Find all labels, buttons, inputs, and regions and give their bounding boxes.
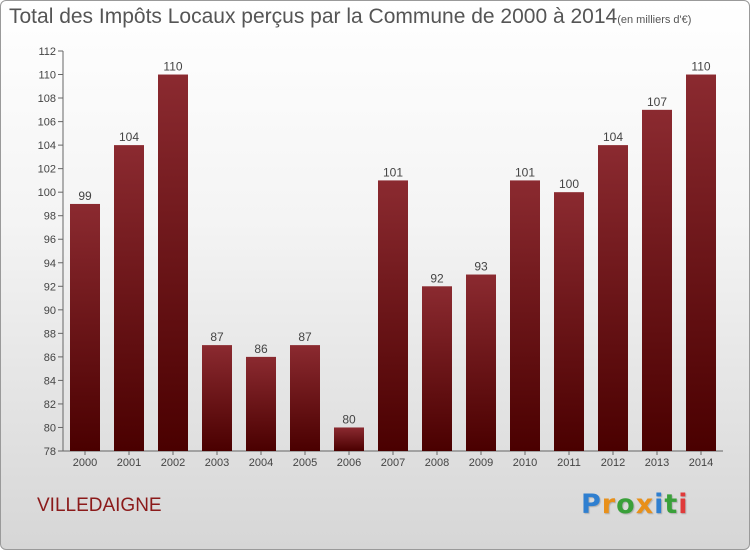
- x-tick-label: 2006: [337, 457, 361, 469]
- y-tick-label: 92: [44, 281, 56, 293]
- y-tick-label: 84: [44, 375, 56, 387]
- x-tick-label: 2003: [205, 457, 229, 469]
- y-tick-label: 98: [44, 211, 56, 223]
- x-tick-label: 2008: [425, 457, 449, 469]
- x-tick-label: 2007: [381, 457, 405, 469]
- y-tick-label: 96: [44, 234, 56, 246]
- x-tick-label: 2001: [117, 457, 141, 469]
- x-tick-label: 2002: [161, 457, 185, 469]
- bar: [422, 286, 452, 451]
- bar: [554, 192, 584, 452]
- bar-value-label: 100: [559, 177, 579, 191]
- logo-letter: r: [601, 489, 617, 520]
- x-tick-label: 2012: [601, 457, 625, 469]
- bar: [686, 74, 716, 451]
- chart-title: Total des Impôts Locaux perçus par la Co…: [9, 5, 618, 28]
- y-tick-label: 110: [38, 70, 56, 82]
- bar: [598, 145, 628, 451]
- y-tick-label: 102: [38, 164, 56, 176]
- y-tick-label: 108: [38, 93, 56, 105]
- bar: [246, 356, 276, 451]
- x-tick-label: 2014: [689, 457, 713, 469]
- x-tick-label: 2009: [469, 457, 493, 469]
- x-tick-label: 2005: [293, 457, 317, 469]
- y-tick-label: 80: [44, 422, 56, 434]
- bar-value-label: 104: [603, 130, 623, 144]
- y-tick-label: 82: [44, 399, 56, 411]
- bar: [466, 274, 496, 451]
- bar-value-label: 99: [78, 189, 92, 203]
- labels: 99 2000 104 2001 110 2002 87 2003 86 2004 87 2005 80…: [73, 60, 713, 469]
- bar-value-label: 107: [647, 95, 667, 109]
- x-tick-label: 2010: [513, 457, 537, 469]
- bar: [510, 180, 540, 452]
- bar-value-label: 92: [430, 271, 444, 285]
- logo-letter: o: [616, 489, 636, 520]
- commune-name: VILLEDAIGNE: [37, 495, 162, 516]
- proxiti-logo: Proxiti: [581, 489, 689, 520]
- chart-unit: (en milliers d'€): [617, 14, 692, 26]
- y-tick-label: 106: [38, 117, 56, 129]
- y-tick-label: 112: [38, 46, 56, 58]
- x-tick-label: 2000: [73, 457, 97, 469]
- bar: [290, 345, 320, 451]
- y-tick-label: 104: [38, 140, 56, 152]
- bar-value-label: 93: [474, 260, 488, 274]
- y-tick-label: 100: [38, 187, 56, 199]
- bar: [334, 427, 364, 451]
- bar: [642, 109, 672, 451]
- x-tick-label: 2013: [645, 457, 669, 469]
- bar-value-label: 86: [254, 342, 268, 356]
- bar: [202, 345, 232, 451]
- bar: [70, 203, 100, 451]
- logo-letter: i: [654, 489, 665, 520]
- logo-letter: x: [635, 489, 655, 520]
- bar: [114, 145, 144, 451]
- bar-value-label: 104: [119, 130, 139, 144]
- bars: [70, 74, 716, 452]
- x-tick-label: 2004: [249, 457, 273, 469]
- y-tick-label: 90: [44, 305, 56, 317]
- bar-value-label: 101: [515, 165, 535, 179]
- logo-letter: t: [664, 489, 679, 520]
- y-tick-label: 78: [44, 446, 56, 458]
- bar-value-label: 87: [210, 330, 224, 344]
- y-tick-label: 86: [44, 352, 56, 364]
- chart-title-block: Total des Impôts Locaux perçus par la Co…: [9, 5, 691, 29]
- bar: [378, 180, 408, 452]
- logo-letter: P: [581, 489, 602, 520]
- bar: [158, 74, 188, 451]
- x-tick-label: 2011: [557, 457, 581, 469]
- bar-value-label: 87: [298, 330, 312, 344]
- bar-value-label: 80: [342, 412, 356, 426]
- bar-value-label: 110: [691, 60, 710, 74]
- y-tick-label: 88: [44, 328, 56, 340]
- y-tick-label: 94: [44, 258, 56, 270]
- logo-letter: i: [678, 489, 689, 520]
- bar-value-label: 101: [383, 165, 403, 179]
- bar-value-label: 110: [163, 60, 182, 74]
